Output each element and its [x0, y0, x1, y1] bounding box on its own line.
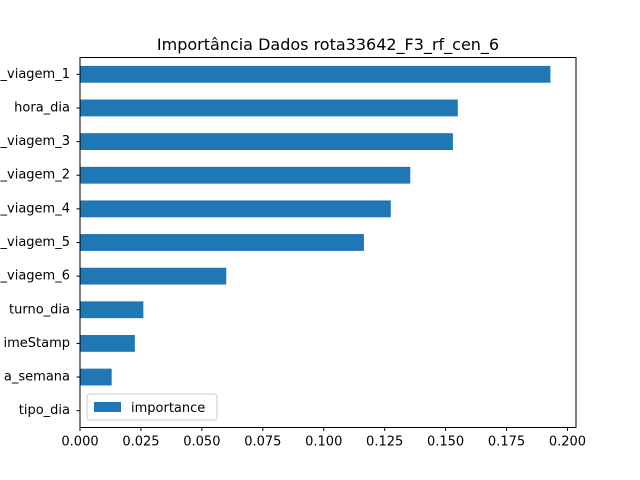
- y-tick-label-2: _viagem_3: [0, 134, 70, 149]
- x-tick-label-0: 0.000: [61, 435, 98, 450]
- y-axis-ticks: _viagem_1 hora_dia _viagem_3 _viagem_2 _viag…: [0, 67, 80, 418]
- bar-7: [80, 301, 144, 319]
- x-tick-label-1: 0.025: [122, 435, 159, 450]
- x-tick-label-6: 0.150: [427, 435, 464, 450]
- bar-1: [80, 99, 458, 117]
- y-tick-label-8: imeStamp: [3, 336, 70, 351]
- x-tick-label-8: 0.200: [549, 435, 586, 450]
- bar-4: [80, 200, 391, 218]
- y-tick-label-7: turno_dia: [9, 302, 70, 317]
- y-tick-label-10: tipo_dia: [19, 403, 70, 418]
- y-tick-label-3: _viagem_2: [0, 168, 70, 183]
- bar-6: [80, 267, 227, 285]
- x-axis-ticks: 0.000 0.025 0.050 0.075 0.100 0.125 0.150 0.175…: [61, 427, 586, 450]
- x-tick-label-5: 0.125: [366, 435, 403, 450]
- legend: importance: [86, 393, 218, 421]
- bar-3: [80, 166, 411, 184]
- y-tick-label-0: _viagem_1: [0, 67, 70, 82]
- legend-box: [86, 393, 218, 421]
- axes-frame: [79, 57, 577, 428]
- bar-5: [80, 234, 364, 251]
- y-tick-label-4: _viagem_4: [0, 201, 70, 216]
- x-tick-label-4: 0.100: [305, 435, 342, 450]
- x-tick-label-3: 0.075: [244, 435, 281, 450]
- bar-8: [80, 335, 135, 352]
- y-tick-label-9: a_semana: [4, 370, 70, 385]
- chart-title: Importância Dados rota33642_F3_rf_cen_6: [157, 35, 499, 55]
- bar-9: [80, 368, 112, 386]
- bars-group: [80, 65, 551, 386]
- y-tick-label-5: _viagem_5: [0, 235, 70, 250]
- y-tick-label-1: hora_dia: [14, 100, 70, 115]
- legend-swatch: [94, 402, 121, 412]
- y-tick-label-6: _viagem_6: [0, 269, 70, 284]
- bar-2: [80, 133, 453, 150]
- x-tick-label-2: 0.050: [183, 435, 220, 450]
- legend-label: importance: [131, 401, 205, 416]
- bar-0: [80, 65, 551, 83]
- x-tick-label-7: 0.175: [488, 435, 525, 450]
